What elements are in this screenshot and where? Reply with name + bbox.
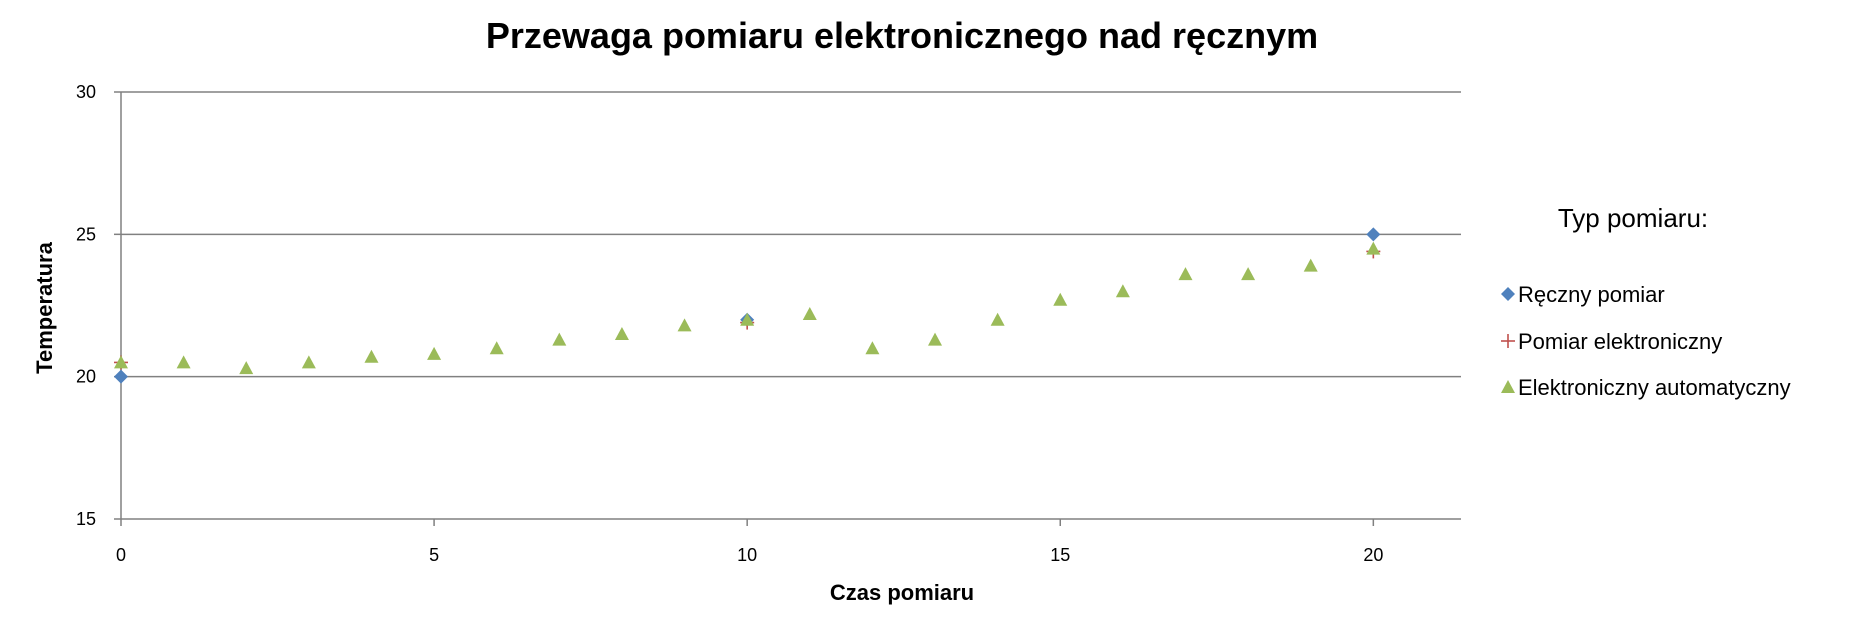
data-point (1241, 267, 1256, 281)
data-point (1366, 227, 1381, 242)
legend-marker (1501, 287, 1515, 301)
series-0 (114, 227, 1381, 384)
data-point (614, 326, 629, 340)
legend-label: Pomiar elektroniczny (1518, 329, 1722, 354)
data-point (1303, 258, 1318, 272)
legend-title: Typ pomiaru: (1558, 203, 1708, 233)
data-point (677, 318, 692, 332)
legend: Typ pomiaru: Ręczny pomiar Pomiar elektro… (1501, 203, 1791, 400)
data-point (740, 312, 755, 326)
data-point (1366, 241, 1381, 255)
legend-marker (1501, 380, 1515, 393)
series-2 (114, 241, 1381, 375)
y-tick-label: 20 (76, 367, 96, 387)
data-point (427, 346, 442, 360)
data-point (928, 332, 943, 346)
x-tick-label: 5 (429, 545, 439, 565)
x-axis-title: Czas pomiaru (830, 580, 974, 605)
data-point (990, 312, 1005, 326)
y-tick-label: 15 (76, 509, 96, 529)
legend-items: Ręczny pomiar Pomiar elektroniczny Elektro… (1501, 282, 1791, 400)
y-tick-label: 30 (76, 82, 96, 102)
data-point (114, 369, 128, 384)
data-point (114, 355, 128, 369)
x-tick-label: 0 (116, 545, 126, 565)
data-point (1115, 284, 1130, 298)
data-point (489, 341, 504, 355)
x-tick-label: 15 (1050, 545, 1070, 565)
x-tick-label: 10 (737, 545, 757, 565)
data-point (239, 361, 254, 375)
legend-label: Ręczny pomiar (1518, 282, 1665, 307)
y-axis-title: Temperatura (32, 241, 57, 373)
data-points (114, 227, 1381, 384)
legend-label: Elektroniczny automatyczny (1518, 375, 1791, 400)
data-point (1178, 267, 1193, 281)
data-point (176, 355, 191, 369)
tick-labels: 15 20 25 30 0 5 10 15 20 (76, 82, 1383, 565)
y-tick-label: 25 (76, 224, 96, 244)
chart-title: Przewaga pomiaru elektronicznego nad ręc… (486, 15, 1318, 56)
x-tick-label: 20 (1363, 545, 1383, 565)
data-point (364, 349, 379, 363)
data-point (552, 332, 567, 346)
gridlines (114, 91, 1461, 526)
data-point (802, 307, 817, 321)
legend-marker (1501, 334, 1515, 348)
data-point (1053, 292, 1068, 306)
data-point (301, 355, 316, 369)
data-point (865, 341, 880, 355)
series-1 (114, 244, 1381, 370)
